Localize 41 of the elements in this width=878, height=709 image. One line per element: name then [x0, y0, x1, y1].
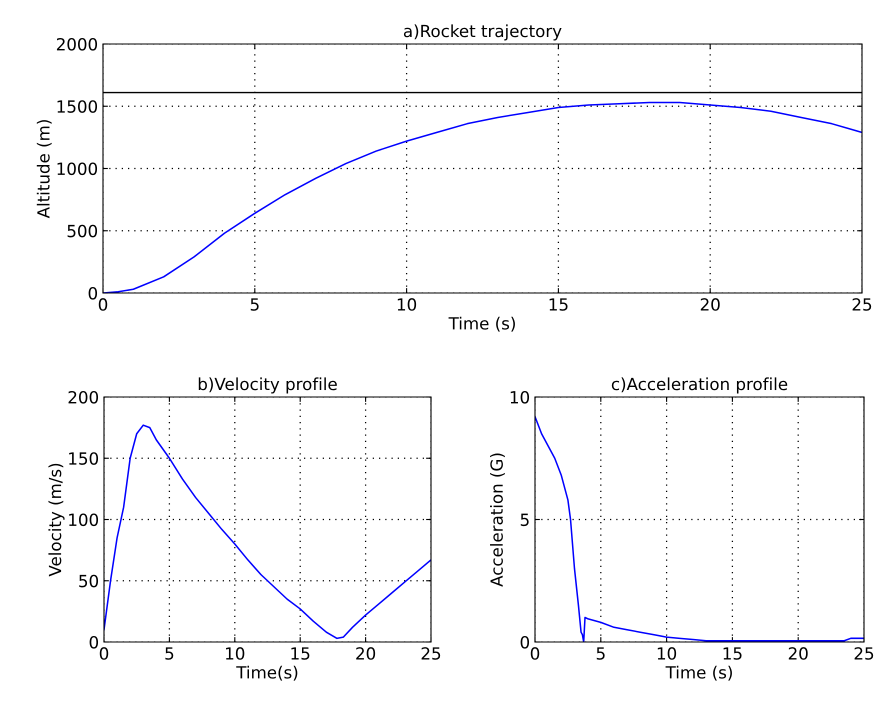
x-tick-label: 5: [165, 647, 174, 660]
x-tick-label: 0: [98, 298, 108, 311]
y-axis-title: Velocity (m/s): [48, 464, 65, 576]
x-tick-label: 0: [530, 647, 540, 660]
x-tick-label: 25: [852, 298, 872, 311]
y-tick-label: 500: [68, 224, 98, 238]
y-tick-label: 150: [69, 452, 98, 465]
x-tick-label: 5: [250, 298, 259, 311]
y-tick-label: 0: [90, 636, 98, 649]
x-tick-label: 15: [550, 298, 568, 311]
chart-title: a)Rocket trajectory: [404, 24, 562, 41]
x-tick-label: 10: [658, 647, 676, 660]
line-series: [104, 424, 431, 640]
y-tick-label: 200: [68, 390, 98, 404]
chart-title: b)Velocity profile: [198, 377, 337, 394]
x-axis-title: Time (s): [666, 666, 732, 681]
chart-title: c)Acceleration profile: [612, 377, 788, 394]
y-axis-title: Acceleration (G): [490, 454, 505, 587]
y-axis-title: Altitude (m): [36, 120, 52, 218]
x-axis-title: Time(s): [236, 666, 298, 681]
y-tick-label: 1500: [58, 100, 98, 113]
y-tick-label: 5: [520, 514, 529, 526]
y-tick-label: 0: [88, 286, 98, 300]
y-tick-label: 10: [510, 390, 530, 404]
x-tick-label: 15: [291, 647, 310, 660]
y-tick-label: 1000: [58, 162, 98, 176]
x-tick-label: 5: [596, 647, 605, 660]
x-tick-label: 20: [700, 298, 720, 311]
x-tick-label: 10: [398, 298, 416, 311]
y-tick-label: 50: [79, 574, 98, 588]
x-axis-title: Time (s): [448, 316, 515, 332]
x-tick-label: 20: [788, 647, 808, 660]
y-tick-label: 100: [69, 513, 98, 526]
x-tick-label: 25: [422, 647, 440, 660]
x-tick-label: 0: [100, 647, 108, 660]
y-tick-label: 2000: [56, 38, 98, 51]
x-tick-label: 15: [724, 647, 742, 660]
y-tick-label: 0: [520, 636, 530, 649]
x-tick-label: 10: [226, 647, 244, 660]
x-tick-label: 20: [356, 647, 376, 660]
x-tick-label: 25: [854, 647, 874, 660]
